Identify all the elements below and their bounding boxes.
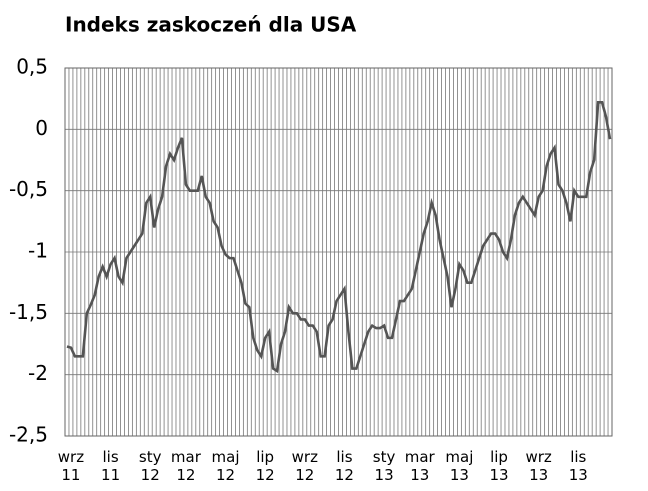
x-tick-label: lip 13: [489, 448, 509, 484]
x-tick-label: lis 12: [334, 448, 354, 484]
y-tick-label: -0,5: [9, 177, 48, 201]
y-tick-label: 0,5: [16, 55, 48, 79]
plot-frame: [64, 67, 613, 437]
x-tick-label: lip 12: [255, 448, 275, 484]
x-tick-label: wrz 13: [525, 448, 552, 484]
y-tick-label: -1,5: [9, 300, 48, 324]
x-tick-label: lis 11: [101, 448, 121, 484]
x-tick-label: maj 13: [445, 448, 474, 484]
x-tick-label: wrz 12: [291, 448, 318, 484]
y-tick-label: -1: [28, 239, 48, 263]
data-line: [66, 101, 612, 374]
x-tick-label: wrz 11: [57, 448, 85, 484]
chart-title: Indeks zaskoczeń dla USA: [65, 13, 357, 37]
x-tick-label: mar 12: [170, 448, 201, 484]
x-tick-label: sty 13: [372, 448, 396, 484]
y-tick-label: -2: [28, 361, 48, 385]
x-tick-label: maj 12: [211, 448, 240, 484]
y-tick-label: 0: [35, 116, 48, 140]
x-tick-label: lis 13: [568, 448, 588, 484]
x-tick-label: mar 13: [404, 448, 435, 484]
x-tick-label: sty 12: [138, 448, 162, 484]
y-tick-label: -2,5: [9, 423, 48, 447]
